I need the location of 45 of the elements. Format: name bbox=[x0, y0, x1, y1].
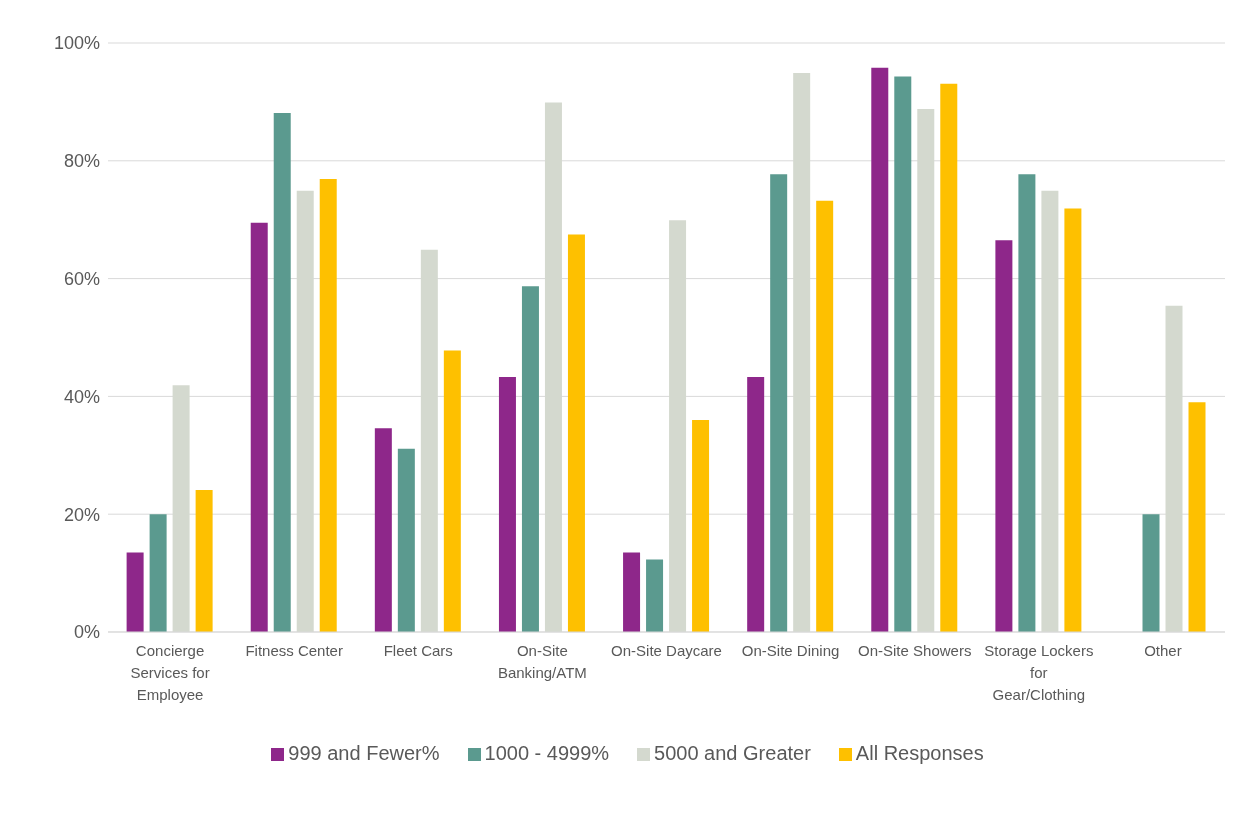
bar bbox=[1064, 208, 1082, 632]
bar bbox=[995, 240, 1013, 632]
y-tick-label: 80% bbox=[63, 151, 100, 172]
bar bbox=[149, 514, 167, 632]
bar bbox=[646, 559, 664, 632]
x-tick-label: Fleet Cars bbox=[383, 642, 453, 659]
bar bbox=[498, 376, 516, 632]
x-tick-label: Concierge Services for Employee bbox=[130, 642, 210, 703]
legend-label: All Responses bbox=[855, 742, 984, 764]
x-tick-label: Fitness Center bbox=[245, 642, 343, 659]
bar bbox=[871, 67, 889, 632]
bar bbox=[894, 76, 912, 632]
bar bbox=[195, 490, 213, 632]
bar bbox=[940, 83, 958, 632]
bar bbox=[567, 234, 585, 632]
bar bbox=[1018, 174, 1036, 632]
x-tick-label: On-Site Banking/ATM bbox=[497, 642, 587, 681]
bar bbox=[1188, 402, 1206, 632]
x-tick-label: On-Site Showers bbox=[858, 642, 972, 659]
legend-label: 1000 - 4999% bbox=[484, 742, 610, 764]
bar bbox=[397, 448, 415, 632]
bar bbox=[126, 552, 144, 632]
legend-label: 999 and Fewer% bbox=[288, 742, 440, 764]
bar bbox=[623, 552, 641, 632]
bar bbox=[250, 222, 268, 632]
bar bbox=[521, 286, 539, 632]
legend-label: 5000 and Greater bbox=[654, 742, 811, 764]
x-tick-label: On-Site Daycare bbox=[611, 642, 722, 659]
y-tick-label: 100% bbox=[53, 33, 100, 54]
y-tick-label: 20% bbox=[63, 504, 100, 525]
bar bbox=[1142, 514, 1160, 632]
bar bbox=[319, 179, 337, 632]
x-tick-label: Storage Lockers for Gear/Clothing bbox=[984, 642, 1094, 703]
bar bbox=[816, 200, 834, 632]
y-tick-label: 40% bbox=[63, 386, 100, 407]
bar bbox=[273, 113, 291, 632]
bar bbox=[747, 376, 765, 632]
bar bbox=[443, 350, 461, 632]
y-tick-label: 0% bbox=[73, 622, 100, 643]
y-tick-label: 60% bbox=[63, 268, 100, 289]
bar bbox=[692, 419, 710, 632]
bar bbox=[374, 428, 392, 632]
x-tick-label: Other bbox=[1144, 642, 1182, 659]
x-tick-label: On-Site Dining bbox=[741, 642, 840, 659]
bar bbox=[770, 174, 788, 632]
